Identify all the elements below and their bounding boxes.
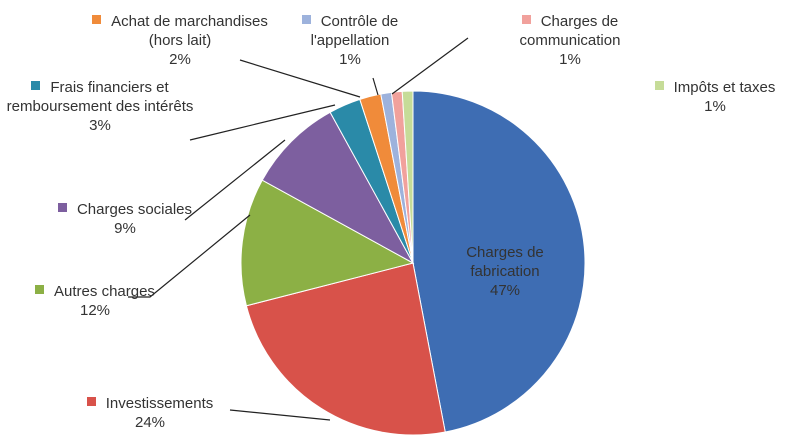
category-name: Autres charges — [54, 283, 155, 300]
slice-label: Frais financiers et remboursement des in… — [0, 78, 200, 135]
category-name: Contrôle de l'appellation — [310, 13, 399, 49]
slice-label: Contrôle de l'appellation 1% — [270, 12, 430, 69]
legend-marker — [92, 15, 102, 24]
value-label: 2% — [169, 51, 191, 68]
value-label: 1% — [704, 98, 726, 115]
pie-slice — [412, 90, 586, 433]
pie-slice — [401, 90, 414, 264]
leader-line — [239, 59, 361, 98]
slice-label: Charges sociales 9% — [50, 200, 200, 238]
category-name: Frais financiers et remboursement des in… — [6, 79, 194, 115]
legend-marker — [86, 397, 96, 406]
category-name: Investissements — [105, 395, 214, 412]
legend-marker — [654, 81, 664, 90]
slice-label: Charges de fabrication 47% — [440, 243, 570, 300]
category-name: Charges sociales — [76, 201, 193, 218]
pie-slice — [240, 179, 415, 307]
category-name: Impôts et taxes — [673, 79, 776, 96]
slices — [240, 90, 586, 436]
pie-slice — [245, 262, 446, 436]
category-name: Charges de fabrication — [466, 244, 544, 280]
leader-line — [391, 37, 469, 95]
category-name: Achat de marchandises (hors lait) — [111, 13, 268, 49]
leaders — [128, 37, 469, 421]
value-label: 47% — [489, 282, 521, 299]
legend-marker — [301, 15, 311, 24]
legend-marker — [35, 285, 45, 294]
leader-line — [189, 104, 336, 141]
legend-marker — [521, 15, 531, 24]
legend-marker — [57, 203, 67, 212]
value-label: 9% — [114, 220, 136, 237]
value-label: 3% — [89, 117, 111, 134]
leader-line — [229, 409, 331, 421]
slice-label: Impôts et taxes 1% — [640, 78, 790, 116]
slice-label: Autres charges 12% — [30, 282, 160, 320]
value-label: 1% — [339, 51, 361, 68]
leader-line — [128, 214, 251, 298]
legend-marker — [31, 81, 41, 90]
category-name: Charges de communication — [519, 13, 621, 49]
leader-line — [372, 77, 379, 96]
slice-label: Charges de communication 1% — [470, 12, 670, 69]
value-label: 12% — [79, 302, 111, 319]
slice-label: Achat de marchandises (hors lait) 2% — [90, 12, 270, 69]
leader-line — [184, 139, 286, 221]
slice-label: Investissements 24% — [40, 394, 260, 432]
pie-slice — [261, 111, 415, 265]
value-label: 24% — [134, 414, 166, 431]
value-label: 1% — [559, 51, 581, 68]
